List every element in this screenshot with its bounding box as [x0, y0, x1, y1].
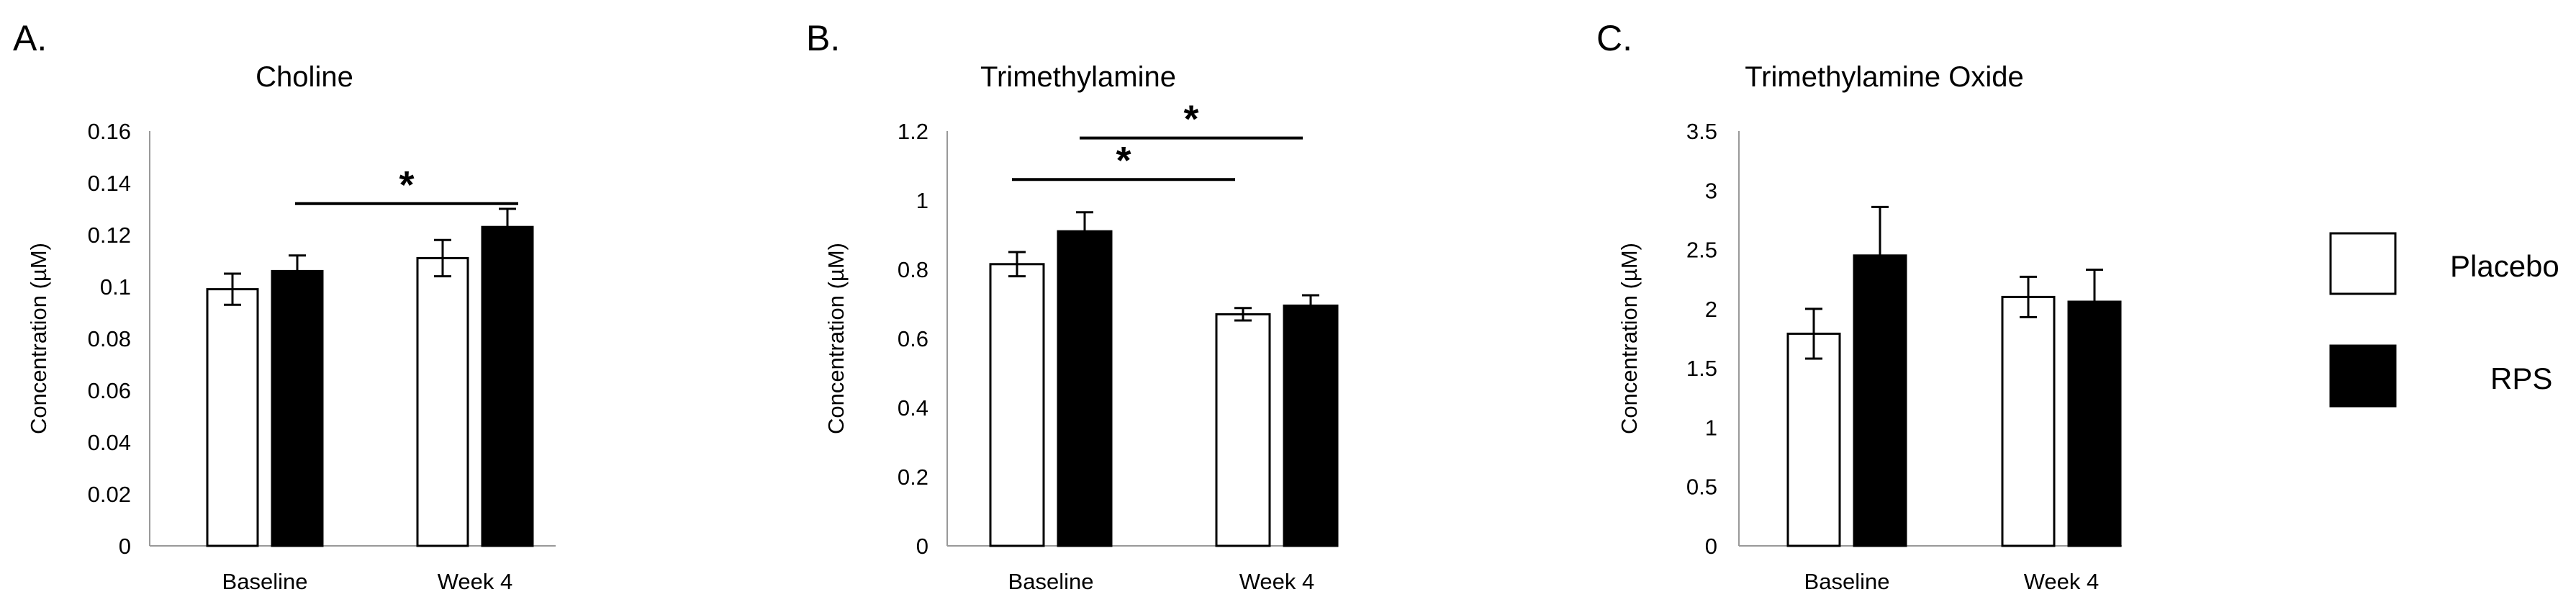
y-tick-label: 1.2 [898, 119, 928, 144]
bar-placebo-baseline [206, 288, 259, 547]
significance-star: * [1116, 139, 1131, 182]
x-tick-label: Baseline [1804, 569, 1890, 594]
bar-rps-baseline [1057, 230, 1113, 547]
y-axis-label: Concentration (µM) [823, 243, 849, 434]
y-tick-label: 0 [916, 534, 928, 559]
y-tick-label: 0.4 [898, 395, 928, 421]
y-tick-label: 0.5 [1686, 475, 1717, 500]
error-bar [2020, 275, 2037, 318]
error-bar [1076, 211, 1093, 252]
legend-label-placebo: Placebo [2450, 249, 2559, 283]
y-tick-label: 0.2 [898, 464, 928, 490]
chart-title: Choline [256, 61, 353, 93]
chart-panel-2: B. Trimethylamine Concentration (µM) 0 0.2 0.… [806, 18, 1339, 594]
y-tick-label: 3.5 [1686, 119, 1717, 144]
error-bar [499, 207, 516, 246]
error-bar [289, 254, 306, 288]
chart-title: Trimethylamine Oxide [1745, 61, 2024, 93]
y-tick-label: 1 [916, 188, 928, 213]
y-tick-label: 0.08 [88, 326, 131, 351]
error-bar [224, 272, 241, 306]
bar-placebo-week-4 [2001, 295, 2056, 547]
y-tick-label: 2.5 [1686, 238, 1717, 263]
y-tick-label: 3 [1705, 178, 1717, 203]
panel-label: C. [1596, 18, 1632, 58]
bar-placebo-week-4 [416, 256, 469, 547]
y-tick-label: 1 [1705, 415, 1717, 440]
bar-placebo-week-4 [1215, 313, 1271, 547]
bar-rps-week-4 [1283, 304, 1339, 547]
error-bar [1234, 307, 1252, 322]
y-tick-label: 0.12 [88, 223, 131, 248]
significance-star: * [1183, 98, 1198, 141]
x-tick-label: Week 4 [438, 569, 513, 594]
y-tick-label: 0.04 [88, 430, 131, 455]
y-tick-label: 1.5 [1686, 356, 1717, 381]
y-tick-label: 2 [1705, 297, 1717, 322]
bar-rps-baseline [271, 269, 324, 547]
x-tick-label: Baseline [1008, 569, 1094, 594]
panel-label: B. [806, 18, 840, 58]
y-axis-label: Concentration (µM) [26, 243, 51, 434]
panel-label: A. [13, 18, 47, 58]
x-tick-label: Baseline [222, 569, 308, 594]
y-tick-label: 0.8 [898, 257, 928, 282]
y-axis-label: Concentration (µM) [1617, 243, 1642, 434]
bar-placebo-baseline [1786, 332, 1841, 547]
bar-rps-week-4 [481, 225, 534, 547]
y-tick-label: 0.02 [88, 482, 131, 507]
y-tick-label: 0.6 [898, 326, 928, 351]
significance-star: * [399, 163, 414, 207]
chart-title: Trimethylamine [980, 61, 1176, 93]
error-bar [2086, 269, 2103, 335]
legend-label-rps: RPS [2490, 362, 2552, 395]
error-bar [1871, 205, 1889, 305]
y-tick-label: 0.1 [100, 274, 131, 300]
y-tick-label: 0.06 [88, 378, 131, 403]
error-bar [1805, 308, 1822, 360]
error-bar [1302, 294, 1319, 318]
legend-swatch-placebo [2329, 232, 2397, 295]
y-tick-label: 0 [1705, 534, 1717, 559]
x-tick-label: Week 4 [1239, 569, 1315, 594]
chart-panel-3: C. Trimethylamine Oxide Concentration (µM)… [1596, 18, 2122, 594]
y-tick-label: 0.16 [88, 119, 131, 144]
legend-swatch-rps [2329, 344, 2397, 408]
y-tick-label: 0.14 [88, 171, 131, 196]
bar-placebo-baseline [989, 263, 1045, 547]
chart-panel-1: A. Choline Concentration (µM) 0 0.02 0.04 0.06… [13, 18, 556, 594]
error-bar [1008, 251, 1026, 278]
error-bar [434, 238, 451, 278]
x-tick-label: Week 4 [2024, 569, 2100, 594]
y-tick-label: 0 [119, 534, 131, 559]
bar-rps-week-4 [2067, 300, 2122, 547]
legend: Placebo RPS [2329, 232, 2559, 408]
